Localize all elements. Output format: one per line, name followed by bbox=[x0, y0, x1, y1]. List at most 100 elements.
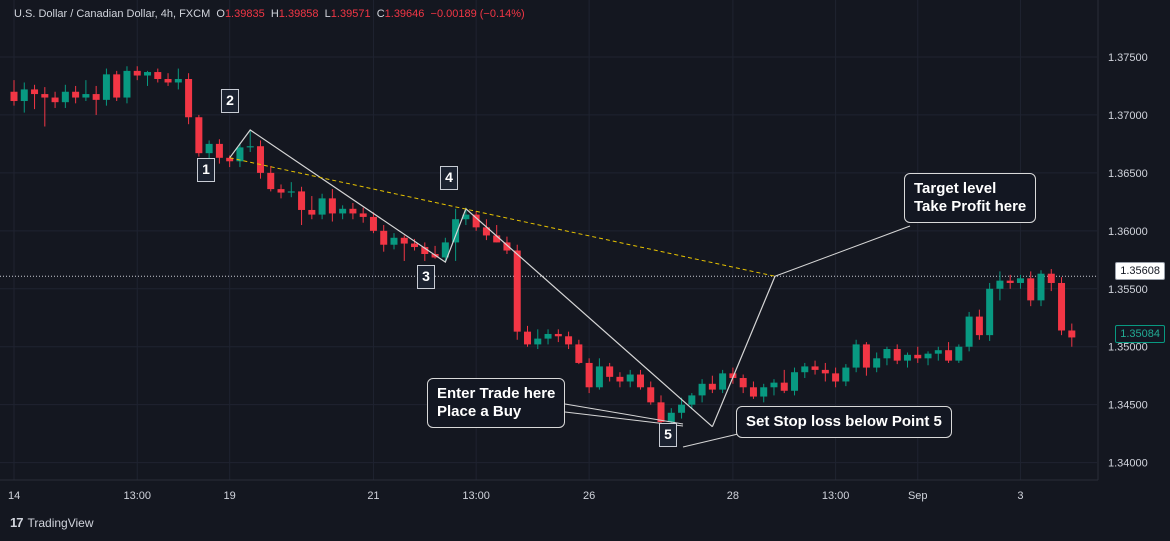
candle-body bbox=[626, 374, 634, 382]
candle-body bbox=[195, 117, 203, 154]
brand-name: TradingView bbox=[27, 515, 94, 530]
candle-body bbox=[698, 383, 706, 396]
candle-body bbox=[287, 191, 295, 193]
candle-body bbox=[380, 230, 388, 245]
candle-body bbox=[760, 387, 768, 397]
candle-body bbox=[893, 349, 901, 361]
symbol-title: U.S. Dollar / Canadian Dollar, 4h, FXCM bbox=[14, 8, 211, 20]
target-price-tag: 1.35608 bbox=[1115, 262, 1165, 280]
candle-body bbox=[82, 94, 90, 98]
candle-body bbox=[51, 97, 59, 103]
candle-body bbox=[636, 374, 644, 388]
candle-body bbox=[226, 157, 234, 162]
candle-body bbox=[965, 316, 973, 347]
candle-body bbox=[92, 94, 100, 100]
candle-body bbox=[452, 219, 460, 243]
candle-body bbox=[133, 70, 141, 76]
candle-body bbox=[174, 78, 182, 83]
candle-body bbox=[1016, 278, 1024, 283]
x-tick-label: 13:00 bbox=[822, 490, 850, 502]
candle-body bbox=[647, 387, 655, 403]
candle-body bbox=[493, 235, 501, 243]
candle-body bbox=[503, 242, 511, 251]
stop-pointer bbox=[682, 433, 739, 448]
candle-body bbox=[821, 369, 829, 374]
candle-body bbox=[1027, 278, 1035, 301]
open-label: O bbox=[216, 8, 225, 20]
candle-body bbox=[862, 344, 870, 368]
candle-body bbox=[832, 373, 840, 382]
candle-body bbox=[657, 402, 665, 423]
close-value: 1.39646 bbox=[384, 8, 425, 20]
candle-body bbox=[1068, 330, 1076, 338]
candle-body bbox=[318, 198, 326, 215]
candle-body bbox=[472, 214, 480, 228]
candle-body bbox=[369, 216, 377, 231]
candle-body bbox=[678, 404, 686, 413]
candle-body bbox=[934, 350, 942, 354]
candle-body bbox=[339, 208, 347, 214]
candle-body bbox=[534, 338, 542, 345]
candle-body bbox=[267, 172, 275, 190]
candle-body bbox=[739, 378, 747, 388]
y-tick-label: 1.35000 bbox=[1108, 342, 1148, 354]
wave-path bbox=[229, 129, 713, 428]
candle-body bbox=[852, 344, 860, 368]
candle-body bbox=[298, 191, 306, 210]
x-tick-label: Sep bbox=[908, 490, 928, 502]
candle-body bbox=[1006, 280, 1014, 283]
candle-body bbox=[565, 336, 573, 345]
candle-body bbox=[801, 366, 809, 373]
candle-body bbox=[1058, 282, 1066, 331]
high-label: H bbox=[270, 8, 279, 20]
candle-body bbox=[482, 227, 490, 236]
candle-body bbox=[873, 358, 881, 368]
open-value: 1.39835 bbox=[224, 8, 265, 20]
candle-body bbox=[616, 376, 624, 382]
candle-body bbox=[72, 91, 80, 98]
candle-body bbox=[842, 367, 850, 382]
candle-body bbox=[277, 189, 285, 193]
candle-body bbox=[585, 362, 593, 388]
candle-body bbox=[462, 214, 470, 220]
candle-body bbox=[215, 143, 223, 158]
y-tick-label: 1.36000 bbox=[1108, 226, 1148, 238]
x-tick-label: 19 bbox=[224, 490, 236, 502]
candle-body bbox=[61, 91, 69, 103]
candle-body bbox=[1047, 273, 1055, 283]
candle-body bbox=[606, 366, 614, 377]
candle-body bbox=[20, 89, 28, 102]
x-tick-label: 26 bbox=[583, 490, 595, 502]
candle-body bbox=[780, 382, 788, 391]
candle-body bbox=[883, 349, 891, 359]
candle-body bbox=[256, 146, 264, 173]
projection-line bbox=[711, 276, 776, 427]
candle-body bbox=[400, 237, 408, 244]
candle-body bbox=[749, 387, 757, 397]
enter-trade-callout: Enter Trade here Place a Buy bbox=[427, 378, 566, 428]
candle-body bbox=[595, 366, 603, 388]
x-tick-label: 13:00 bbox=[462, 490, 490, 502]
x-tick-label: 21 bbox=[367, 490, 379, 502]
trend-1-3-line bbox=[229, 157, 776, 277]
point-3-label: 3 bbox=[417, 265, 435, 289]
candle-body bbox=[945, 350, 953, 361]
candle-body bbox=[10, 91, 18, 102]
candle-body bbox=[924, 353, 932, 359]
candle-body bbox=[688, 395, 696, 405]
candle-body bbox=[955, 346, 963, 361]
candle-body bbox=[144, 72, 152, 76]
x-tick-label: 28 bbox=[727, 490, 739, 502]
y-tick-label: 1.34000 bbox=[1108, 458, 1148, 470]
candle-body bbox=[102, 74, 110, 100]
candle-body bbox=[328, 198, 336, 214]
point-5-label: 5 bbox=[659, 423, 677, 447]
candle-body bbox=[185, 78, 193, 118]
candle-body bbox=[811, 366, 819, 370]
candle-body bbox=[308, 209, 316, 215]
x-tick-label: 14 bbox=[8, 490, 20, 502]
candle-body bbox=[411, 243, 419, 248]
y-tick-label: 1.37000 bbox=[1108, 110, 1148, 122]
